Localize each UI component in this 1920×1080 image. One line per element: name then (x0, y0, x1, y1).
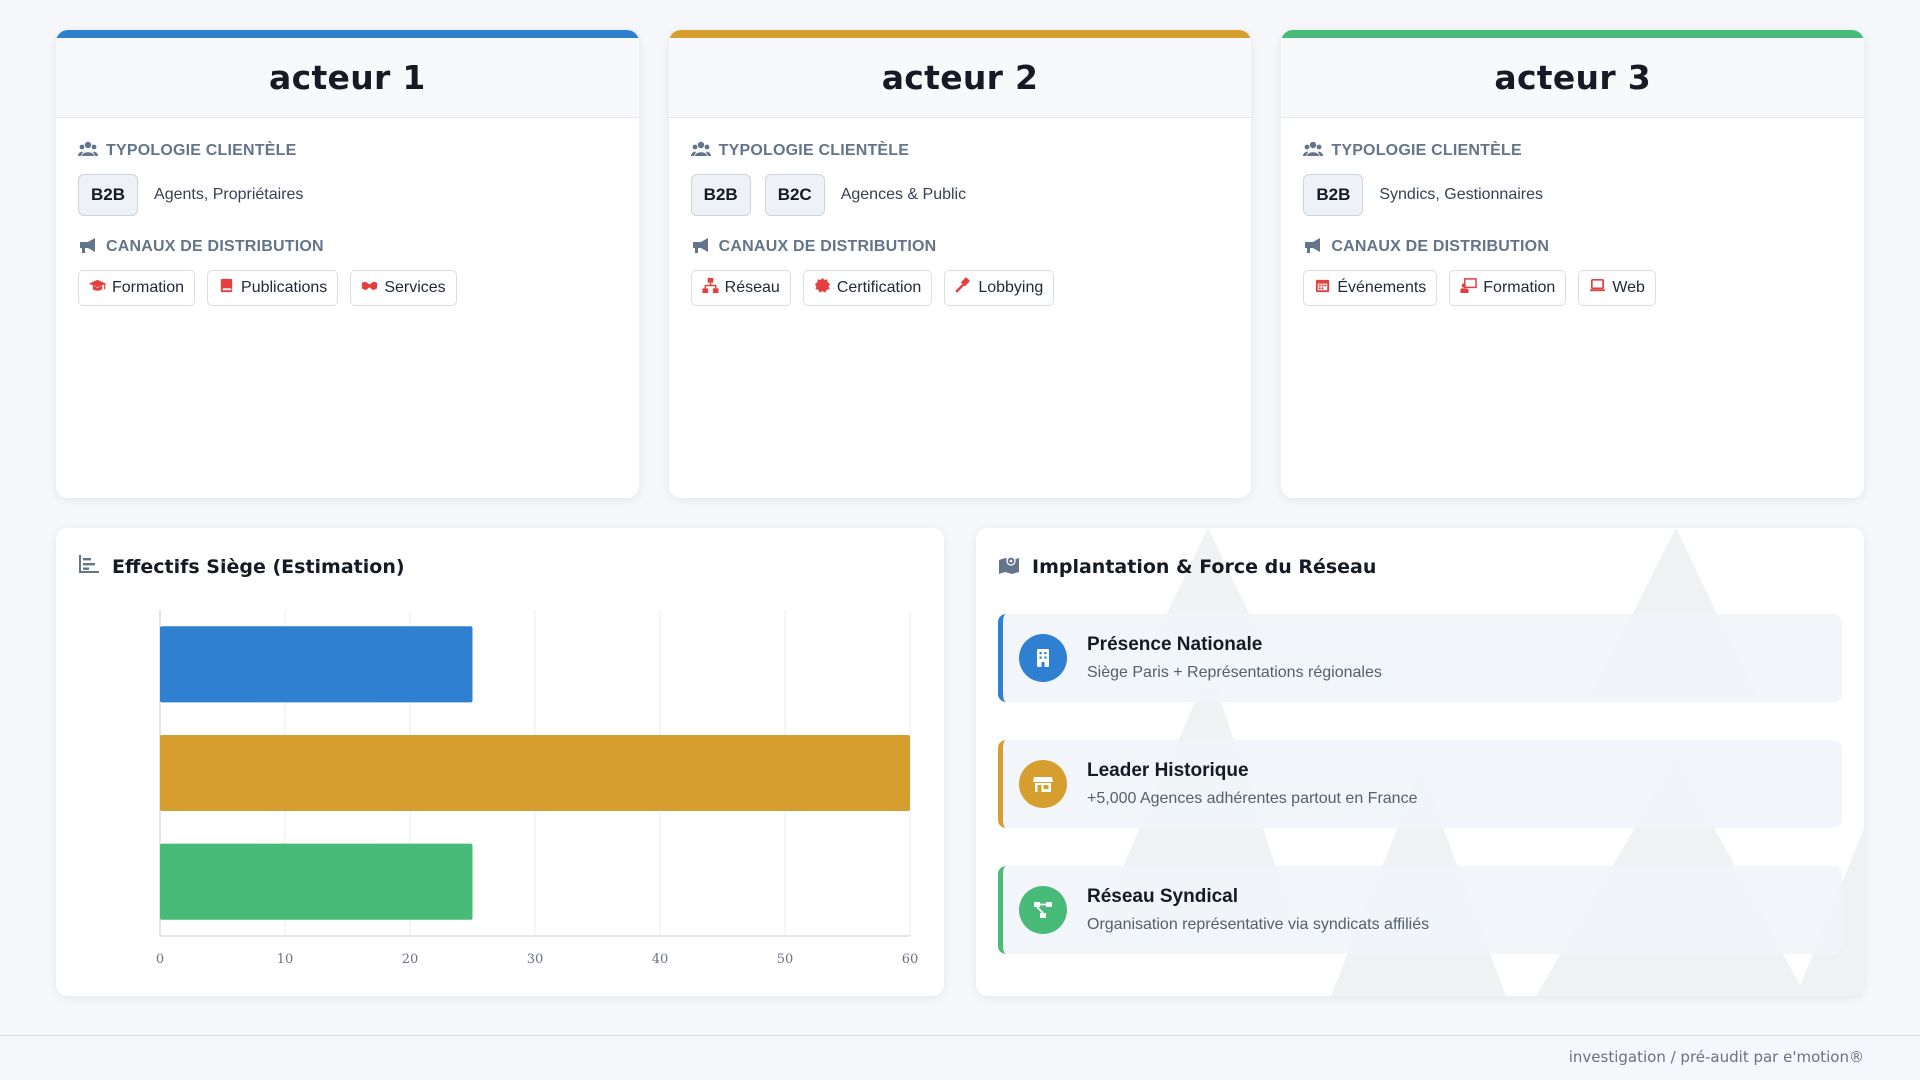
actor-card-3: acteur 3 TYPOLOGIE CLIENTÈLE B2B Syndics… (1281, 30, 1865, 498)
chart-bar (160, 626, 473, 703)
network-panel-title: Implantation & Force du Réseau (998, 554, 1376, 579)
gavel-icon (955, 277, 972, 299)
footer-credit: investigation / pré-audit par e'motion® (1568, 1048, 1864, 1066)
actor-header: acteur 1 (56, 38, 639, 118)
network-item-title: Leader Historique (1087, 760, 1249, 781)
chart-tick-label: 40 (652, 952, 669, 967)
channel-tag: Lobbying (944, 270, 1055, 306)
users-icon (1303, 140, 1324, 163)
footer-divider (0, 1035, 1920, 1036)
megaphone-icon (691, 236, 711, 259)
project-diagram-icon (1019, 886, 1067, 934)
book-icon (218, 277, 235, 299)
channel-tag: Formation (78, 270, 196, 306)
channel-tag: Publications (207, 270, 339, 306)
network-item-title: Réseau Syndical (1087, 886, 1239, 907)
actor-color-bar (668, 30, 1252, 38)
channel-tag: Web (1578, 270, 1656, 306)
laptop-icon (1589, 277, 1606, 299)
building-icon (1019, 634, 1067, 682)
channel-tag: Événements (1303, 270, 1438, 306)
chart-tick-label: 50 (777, 952, 794, 967)
actor-card-2: acteur 2 TYPOLOGIE CLIENTÈLE B2B B2C Age… (668, 30, 1252, 498)
actor-title: acteur 3 (1494, 58, 1651, 97)
channel-tag: Réseau (690, 270, 791, 306)
typology-label: TYPOLOGIE CLIENTÈLE (78, 140, 617, 162)
chart-bar (160, 734, 910, 812)
network-item-title: Présence Nationale (1087, 634, 1263, 655)
typology-description: Agences & Public (840, 186, 967, 203)
client-type-badge: B2C (764, 174, 825, 216)
network-item-description: +5,000 Agences adhérentes partout en Fra… (1087, 790, 1418, 807)
network-item-description: Siège Paris + Représentations régionales (1087, 664, 1382, 681)
typology-label: TYPOLOGIE CLIENTÈLE (1303, 140, 1842, 162)
certificate-icon (814, 277, 831, 299)
map-marked-icon (998, 554, 1020, 579)
client-type-badge: B2B (690, 174, 751, 216)
channels-label: CANAUX DE DISTRIBUTION (1303, 236, 1842, 258)
users-icon (78, 140, 98, 163)
actor-title: acteur 1 (269, 58, 426, 97)
channels-label: CANAUX DE DISTRIBUTION (691, 236, 1230, 258)
network-item-syndical: Réseau Syndical Organisation représentat… (998, 866, 1842, 954)
chart-tick-label: 20 (402, 952, 419, 967)
actor-color-bar (56, 30, 639, 38)
graduation-cap-icon (89, 277, 106, 299)
actor-header: acteur 2 (668, 38, 1252, 118)
actor-color-bar (1281, 30, 1865, 38)
channels-label: CANAUX DE DISTRIBUTION (78, 236, 617, 258)
chart-tick-label: 30 (527, 952, 544, 967)
typology-label: TYPOLOGIE CLIENTÈLE (690, 140, 1230, 163)
chart-tick-label: 10 (277, 952, 294, 967)
calendar-icon (1314, 277, 1331, 299)
actors-row: acteur 1 TYPOLOGIE CLIENTÈLE B2B Agents,… (56, 30, 1865, 498)
megaphone-icon (78, 236, 98, 259)
client-type-badge: B2B (78, 174, 139, 216)
megaphone-icon (1303, 236, 1323, 259)
network-item-leader: Leader Historique +5,000 Agences adhéren… (998, 740, 1842, 828)
bar-chart-icon (78, 554, 100, 579)
channel-tag: Formation (1449, 270, 1567, 306)
chart-tick-label: 60 (902, 952, 919, 967)
chart-panel-title: Effectifs Siège (Estimation) (78, 554, 405, 579)
network-icon (702, 277, 719, 299)
store-icon (1019, 760, 1067, 808)
typology-description: Syndics, Gestionnaires (1379, 186, 1543, 203)
typology-description: Agents, Propriétaires (154, 186, 304, 203)
headcount-chart: 0 10 20 30 40 50 60 (156, 610, 919, 967)
handshake-icon (361, 277, 378, 299)
chalkboard-teacher-icon (1460, 277, 1478, 299)
channel-tag: Certification (802, 270, 933, 306)
network-item-description: Organisation représentative via syndicat… (1087, 916, 1430, 933)
channel-tag: Services (350, 270, 457, 306)
actor-header: acteur 3 (1281, 38, 1865, 118)
actor-title: acteur 2 (881, 58, 1039, 97)
client-type-badge: B2B (1303, 174, 1364, 216)
actor-card-1: acteur 1 TYPOLOGIE CLIENTÈLE B2B Agents,… (56, 30, 639, 498)
network-panel: Implantation & Force du Réseau Présence … (976, 528, 1864, 996)
headcount-chart-panel: 0 10 20 30 40 50 60 Effectifs Siège (Estimatio… (56, 528, 944, 996)
network-list: Présence Nationale Siège Paris + Représe… (998, 614, 1842, 992)
chart-tick-label: 0 (156, 952, 164, 967)
users-icon (690, 140, 711, 163)
chart-bar (160, 843, 473, 920)
network-item-presence: Présence Nationale Siège Paris + Représe… (998, 614, 1842, 702)
